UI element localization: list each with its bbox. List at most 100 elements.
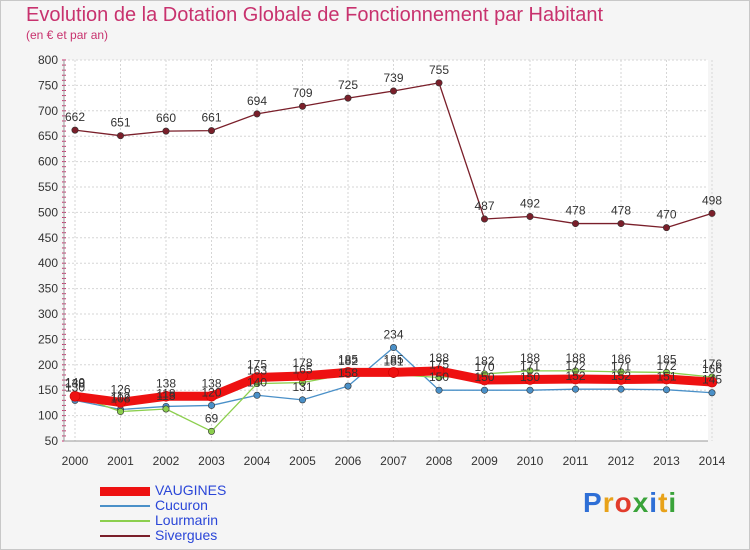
data-label-vaugines: 188 [429,351,449,365]
legend-item-cucuron: Cucuron [100,497,320,513]
legend-item-lourmarin: Lourmarin [100,512,320,528]
point-sivergues [71,126,79,134]
data-label-lourmarin: 182 [338,354,358,368]
point-cucuron [344,382,352,390]
data-label-lourmarin: 176 [702,357,722,371]
point-cucuron [526,386,534,394]
data-label-vaugines: 138 [65,376,85,390]
y-tick-label: 400 [38,256,58,270]
chart-subtitle: (en € et par an) [26,28,109,42]
data-label-sivergues: 478 [611,204,631,218]
point-sivergues [480,215,488,223]
point-sivergues [571,220,579,228]
data-label-vaugines: 138 [201,376,221,390]
legend-swatch-lourmarin [100,520,150,522]
data-label-sivergues: 694 [247,94,267,108]
x-tick-label: 2012 [608,454,635,468]
legend-label-lourmarin: Lourmarin [155,512,219,528]
data-label-sivergues: 492 [520,196,540,210]
data-label-vaugines: 172 [656,359,676,373]
brand-letter: o [614,487,633,518]
point-cucuron [253,391,261,399]
data-label-vaugines: 175 [247,358,267,372]
axes: 50 100 150 200 250 300 350 400 450 500 550 600 650 70… [38,53,726,468]
legend-swatch-vaugines [100,487,150,496]
x-tick-label: 2000 [62,454,89,468]
data-label-sivergues: 487 [474,199,494,213]
point-sivergues [389,87,397,95]
brand-letter: r [602,487,615,518]
point-lourmarin [208,427,216,435]
point-sivergues [344,94,352,102]
data-label-cucuron: 158 [338,366,358,380]
data-label-lourmarin: 186 [611,352,631,366]
data-label-lourmarin: 182 [474,354,494,368]
data-labels: 662 651 660 661 694 709 725 739 755 487 492 478 478 4… [65,63,722,425]
data-label-lourmarin: 163 [247,364,267,378]
data-label-cucuron: 150 [520,370,540,384]
data-label-sivergues: 661 [201,111,221,125]
brand-letter: i [649,487,659,518]
data-label-sivergues: 470 [656,208,676,222]
point-vaugines [115,397,126,408]
legend-label-cucuron: Cucuron [155,497,208,513]
data-label-sivergues: 709 [292,86,312,100]
x-tick-label: 2009 [471,454,498,468]
point-sivergues [662,224,670,232]
x-tick-label: 2011 [563,454,589,468]
y-tick-label: 250 [38,332,58,346]
data-label-cucuron: 120 [201,385,221,399]
data-label-cucuron: 118 [156,386,175,400]
point-sivergues [162,127,170,135]
brand-letter: t [658,487,669,518]
point-vaugines [706,376,718,388]
data-label-cucuron: 151 [656,370,676,384]
data-label-sivergues: 725 [338,78,358,92]
data-label-lourmarin: 185 [656,352,676,366]
data-label-vaugines: 185 [383,352,403,366]
point-lourmarin [117,408,125,416]
data-label-cucuron: 234 [383,328,403,342]
x-tick-label: 2014 [699,454,726,468]
y-tick-label: 200 [38,358,58,372]
data-label-sivergues: 478 [565,204,585,218]
legend-swatch-sivergues [100,535,150,537]
point-vaugines [479,374,490,386]
y-tick-label: 550 [38,180,58,194]
point-vaugines [297,370,308,382]
proxiti-logo: Proxiti [583,487,677,519]
point-vaugines [342,367,354,378]
data-label-cucuron: 140 [247,375,267,389]
y-tick-label: 500 [38,205,58,219]
legend-item-vaugines: VAUGINES [100,482,320,498]
data-label-cucuron: 150 [474,370,494,384]
legend-item-sivergues: Sivergues [100,527,320,543]
point-sivergues [208,127,216,135]
y-tick-label: 50 [45,434,59,448]
point-vaugines [69,390,81,402]
data-label-lourmarin: 108 [110,392,130,406]
data-label-cucuron: 112 [111,390,130,404]
legend-swatch-cucuron [100,505,150,507]
data-label-lourmarin: 165 [292,363,312,377]
x-tick-label: 2013 [653,454,680,468]
legend-label-vaugines: VAUGINES [155,482,227,498]
point-sivergues [298,102,306,110]
point-vaugines [615,374,627,385]
data-label-vaugines: 126 [110,382,130,396]
point-vaugines [661,373,672,385]
data-label-cucuron: 145 [702,373,722,387]
point-cucuron [298,396,306,404]
data-label-sivergues: 755 [429,63,449,77]
point-sivergues [708,209,716,217]
data-label-sivergues: 660 [156,111,176,125]
point-vaugines [160,390,172,402]
x-tick-label: 2002 [153,454,180,468]
data-label-lourmarin: 181 [383,354,403,368]
x-tick-label: 2004 [244,454,271,468]
y-tick-label: 600 [38,155,58,169]
point-lourmarin [526,367,534,375]
data-label-vaugines: 138 [156,376,176,390]
x-tick-label: 2008 [426,454,453,468]
